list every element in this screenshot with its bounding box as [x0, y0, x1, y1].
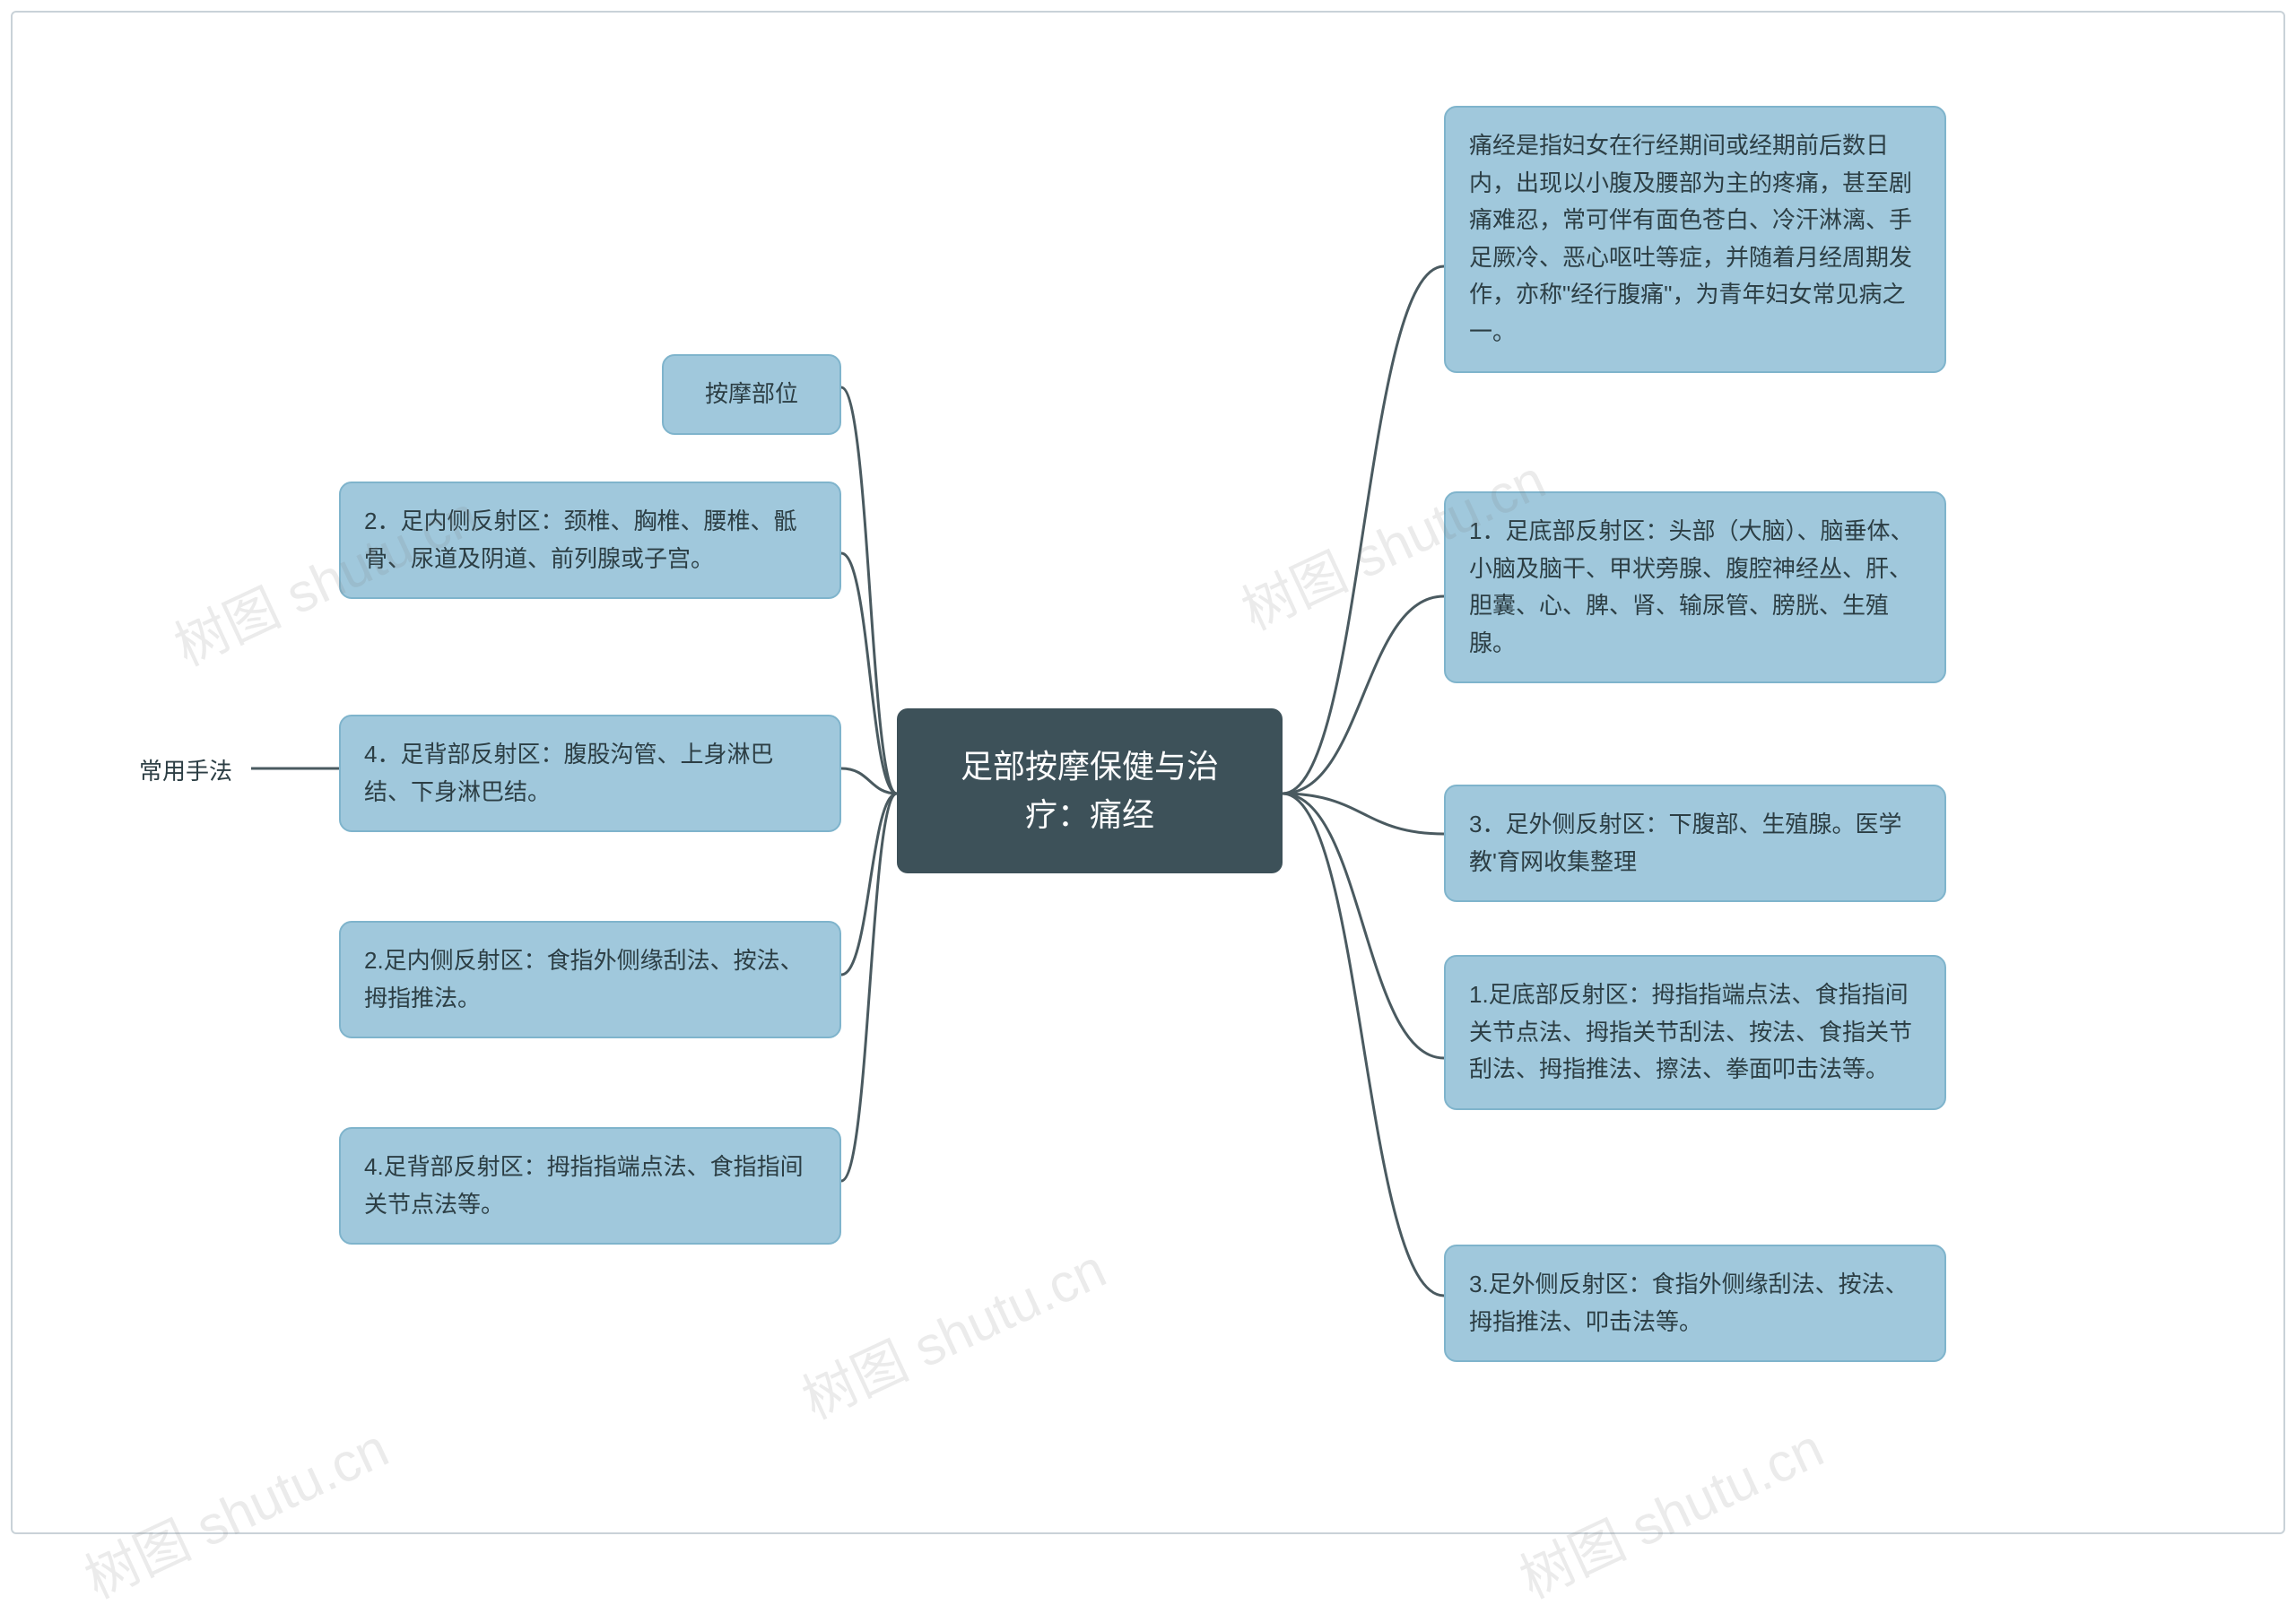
left-node-2-text: 2．足内侧反射区：颈椎、胸椎、腰椎、骶骨、尿道及阴道、前列腺或子宫。 [364, 508, 796, 572]
right-node-5: 3.足外侧反射区：食指外侧缘刮法、按法、拇指推法、叩击法等。 [1444, 1245, 1946, 1362]
right-node-4: 1.足底部反射区：拇指指端点法、食指指间关节点法、拇指关节刮法、按法、食指关节刮… [1444, 955, 1946, 1110]
right-node-1: 痛经是指妇女在行经期间或经期前后数日内，出现以小腹及腰部为主的疼痛，甚至剧痛难忍… [1444, 106, 1946, 373]
center-node: 足部按摩保健与治疗：痛经 [897, 708, 1283, 873]
left-node-3: 4．足背部反射区：腹股沟管、上身淋巴结、下身淋巴结。 [339, 715, 841, 832]
left-node-1: 按摩部位 [662, 354, 841, 435]
right-node-3: 3．足外侧反射区：下腹部、生殖腺。医学教'育网收集整理 [1444, 785, 1946, 902]
left-tail-node: 常用手法 [139, 753, 232, 786]
right-node-2-text: 1．足底部反射区：头部（大脑）、脑垂体、小脑及脑干、甲状旁腺、腹腔神经丛、肝、胆… [1469, 517, 1913, 656]
left-tail-text: 常用手法 [139, 758, 232, 785]
left-node-4: 2.足内侧反射区：食指外侧缘刮法、按法、拇指推法。 [339, 921, 841, 1038]
left-node-5-text: 4.足背部反射区：拇指指端点法、食指指间关节点法等。 [364, 1153, 804, 1218]
left-node-2: 2．足内侧反射区：颈椎、胸椎、腰椎、骶骨、尿道及阴道、前列腺或子宫。 [339, 482, 841, 599]
right-node-2: 1．足底部反射区：头部（大脑）、脑垂体、小脑及脑干、甲状旁腺、腹腔神经丛、肝、胆… [1444, 491, 1946, 683]
left-node-3-text: 4．足背部反射区：腹股沟管、上身淋巴结、下身淋巴结。 [364, 741, 773, 805]
left-node-5: 4.足背部反射区：拇指指端点法、食指指间关节点法等。 [339, 1127, 841, 1245]
center-title: 足部按摩保健与治疗：痛经 [933, 742, 1247, 839]
right-node-5-text: 3.足外侧反射区：食指外侧缘刮法、按法、拇指推法、叩击法等。 [1469, 1271, 1909, 1335]
right-node-4-text: 1.足底部反射区：拇指指端点法、食指指间关节点法、拇指关节刮法、按法、食指关节刮… [1469, 981, 1912, 1082]
left-node-1-text: 按摩部位 [705, 380, 798, 407]
right-node-1-text: 痛经是指妇女在行经期间或经期前后数日内，出现以小腹及腰部为主的疼痛，甚至剧痛难忍… [1469, 132, 1912, 345]
right-node-3-text: 3．足外侧反射区：下腹部、生殖腺。医学教'育网收集整理 [1469, 811, 1901, 875]
left-node-4-text: 2.足内侧反射区：食指外侧缘刮法、按法、拇指推法。 [364, 947, 804, 1011]
